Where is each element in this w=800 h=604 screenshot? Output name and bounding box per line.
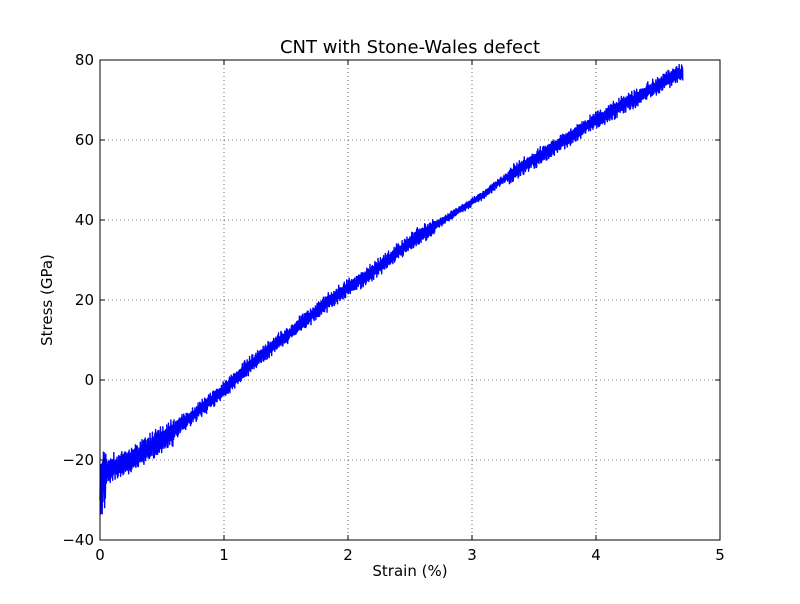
y-tick-label: 0 bbox=[84, 371, 94, 389]
chart-title: CNT with Stone-Wales defect bbox=[280, 37, 540, 58]
y-tick-label: −20 bbox=[62, 451, 94, 469]
x-tick-label: 3 bbox=[467, 546, 477, 564]
y-tick-label: 20 bbox=[75, 291, 94, 309]
x-axis-label: Strain (%) bbox=[372, 562, 447, 580]
plot-area bbox=[99, 63, 684, 515]
x-tick-label: 2 bbox=[343, 546, 353, 564]
x-tick-label: 4 bbox=[591, 546, 601, 564]
stress-strain-series-line bbox=[99, 63, 684, 515]
y-tick-label: 60 bbox=[75, 131, 94, 149]
x-tick-label: 0 bbox=[95, 546, 105, 564]
axis-ticks: 0 1 2 3 4 5 −40 −20 0 20 40 60 80 bbox=[62, 51, 724, 564]
x-tick-label: 5 bbox=[715, 546, 725, 564]
y-tick-label: 40 bbox=[75, 211, 94, 229]
y-tick-label: −40 bbox=[62, 531, 94, 549]
grid-lines bbox=[99, 59, 721, 541]
x-tick-label: 1 bbox=[219, 546, 229, 564]
y-tick-label: 80 bbox=[75, 51, 94, 69]
y-axis-label: Stress (GPa) bbox=[38, 254, 56, 346]
